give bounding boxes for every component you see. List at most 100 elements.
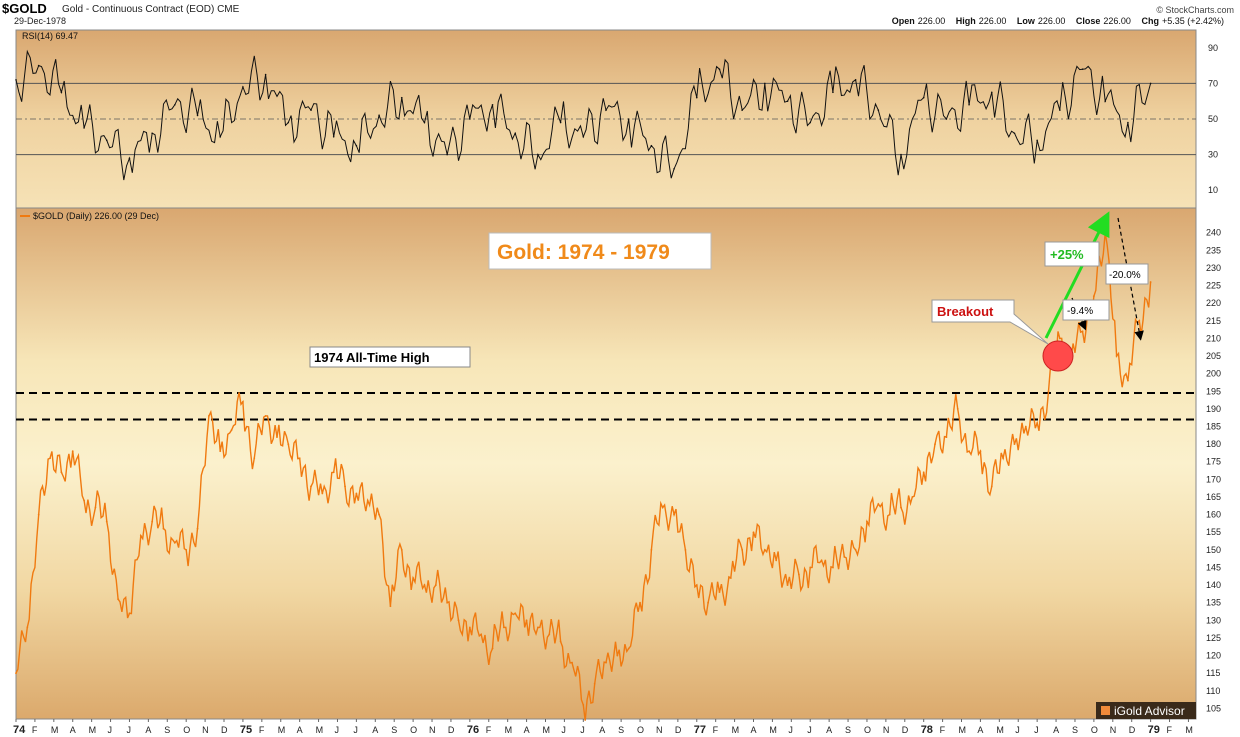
rsi-point [764,82,766,85]
price-point [71,450,74,453]
price-point [979,450,982,453]
price-tick-label: 180 [1206,439,1221,449]
price-point [173,541,176,544]
price-point [729,577,732,579]
price-point [990,485,993,488]
price-point [1002,457,1005,460]
price-tick-label: 115 [1206,668,1220,678]
price-point [185,548,188,551]
rsi-point [1059,109,1061,111]
price-tick-label: 230 [1206,263,1221,273]
price-point [162,527,165,530]
x-axis: 74 F M A M J J A S O N D 75 F M A M J J A S O N D 76 F M A M J J A S O N D 7… [13,719,1193,736]
x-tick-label: A [1053,725,1059,735]
x-tick-label: O [637,725,644,735]
price-point [1081,330,1084,333]
price-point [1092,295,1095,298]
x-tick-label: M [959,725,967,735]
price-tick-label: 175 [1206,457,1221,467]
price-tick-label: 160 [1206,510,1221,520]
x-tick-label: M [996,725,1004,735]
rsi-point [1149,82,1152,85]
pct-up-box [1044,241,1100,267]
x-tick-label: A [297,725,303,735]
price-point [786,584,789,586]
rsi-tick-label: 90 [1208,43,1218,53]
price-point [310,485,312,488]
price-tick-label: 120 [1206,651,1221,661]
price-point [344,485,346,488]
price-point [49,457,51,460]
price-point [207,415,210,417]
price-point [468,626,471,629]
x-tick-label: A [70,725,76,735]
price-tick-label: 130 [1206,615,1221,625]
price-point [105,520,108,523]
x-tick-label: A [977,725,983,735]
up-arrow [1044,211,1110,339]
price-tick-label: 200 [1206,369,1221,379]
price-point [718,591,721,594]
x-tick-label: J [788,725,793,735]
price-point [196,527,199,530]
x-tick-label: D [448,725,455,735]
rsi-point [264,73,267,76]
price-point [1058,337,1061,340]
price-point [230,429,233,431]
rsi-point [514,132,517,135]
price-point [956,407,959,410]
price-tick-label: 195 [1206,386,1221,396]
rsi-gridlines [16,82,1196,156]
price-point [900,506,902,509]
rsi-point [151,132,153,135]
rsi-point [332,136,335,138]
price-tick-label: 165 [1206,492,1221,502]
price-tick-label: 220 [1206,298,1221,308]
price-point [1047,390,1050,393]
price-point [219,450,222,453]
price-tick-label: 205 [1206,351,1221,361]
price-point [797,573,800,576]
rsi-point [469,118,471,120]
price-point [582,704,585,706]
chart-date: 29-Dec-1978 [14,16,67,26]
rsi-point [423,121,426,124]
price-tick-label: 135 [1206,598,1221,608]
price-point [37,513,40,516]
x-tick-label: M [316,725,324,735]
price-point [491,647,494,650]
rsi-point [196,114,199,117]
price-point [139,534,142,537]
price-tick-label: 190 [1206,404,1221,414]
price-point [1104,231,1107,234]
symbol-title: $GOLD [2,1,47,16]
price-tick-label: 155 [1206,527,1221,537]
x-tick-label: J [1034,725,1039,735]
price-point [389,605,392,608]
price-point [707,601,710,604]
rsi-point [1036,139,1038,142]
price-point [593,682,596,685]
price-point [264,415,267,417]
rsi-point [37,64,40,67]
price-point [1138,319,1141,322]
x-tick-label: 77 [694,724,706,736]
rsi-point [355,144,358,147]
price-point [412,577,415,579]
x-tick-label: J [561,725,566,735]
price-series [15,231,1152,721]
rsi-tick-label: 30 [1208,150,1218,160]
x-tick-label: J [807,725,812,735]
price-point [287,443,290,446]
x-tick-label: F [713,725,719,735]
pct-down2-box [1105,263,1149,285]
rsi-tick-label: 70 [1208,78,1218,88]
x-tick-label: A [599,725,605,735]
price-point [253,457,256,460]
rsi-point [650,144,653,147]
rsi-point [537,153,539,156]
price-point [775,559,778,562]
price-point [1013,443,1016,446]
x-tick-label: J [353,725,358,735]
